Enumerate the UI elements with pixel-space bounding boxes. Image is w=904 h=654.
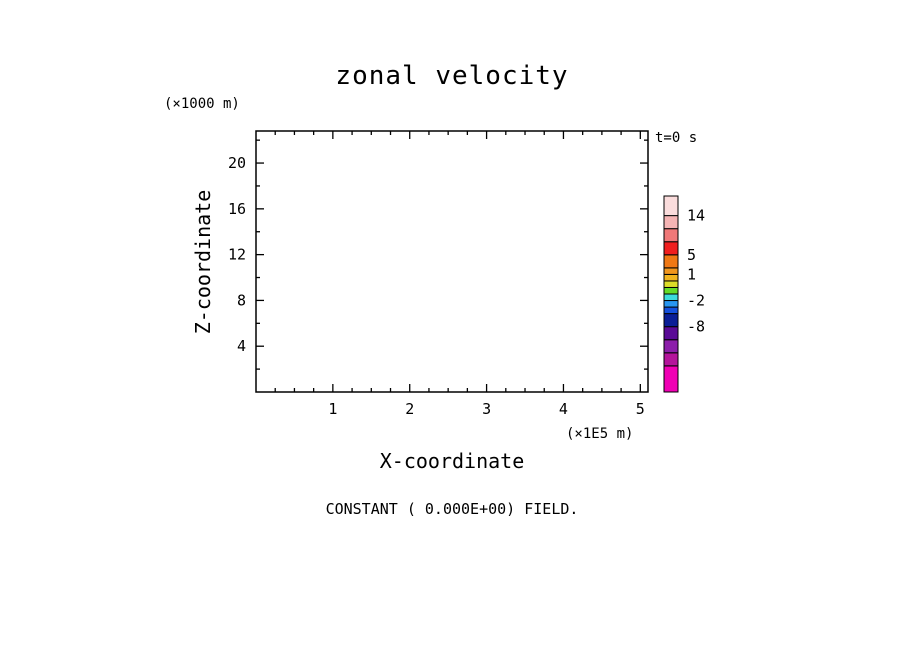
colorbar-segment xyxy=(663,306,679,315)
colorbar-segment xyxy=(663,228,679,243)
colorbar-segment xyxy=(663,215,679,230)
x-tick-label: 4 xyxy=(559,400,568,418)
colorbar-segment xyxy=(663,339,679,354)
colorbar-segment xyxy=(663,280,679,288)
colorbar-label: -8 xyxy=(687,318,705,336)
colorbar-segment xyxy=(663,365,679,393)
y-unit-label: (×1000 m) xyxy=(164,96,240,112)
colorbar-segment xyxy=(663,267,679,275)
chart-title: zonal velocity xyxy=(335,61,568,91)
colorbar-segment xyxy=(663,286,679,295)
x-axis-label: X-coordinate xyxy=(380,449,525,473)
colorbar-segment xyxy=(663,195,679,217)
field-message: CONSTANT ( 0.000E+00) FIELD. xyxy=(326,500,579,518)
colorbar-label: -2 xyxy=(687,292,705,310)
x-tick-label: 5 xyxy=(636,400,645,418)
colorbar-segment xyxy=(663,352,679,367)
x-tick-label: 1 xyxy=(328,400,337,418)
y-tick-label: 12 xyxy=(228,246,246,264)
y-axis-label: Z-coordinate xyxy=(191,190,215,335)
colorbar-segment xyxy=(663,326,679,341)
y-tick-label: 20 xyxy=(228,154,246,172)
time-label: t=0 s xyxy=(655,130,697,146)
colorbar-label: 1 xyxy=(687,265,696,283)
x-unit-label: (×1E5 m) xyxy=(566,426,633,442)
x-tick-label: 3 xyxy=(482,400,491,418)
y-tick-label: 4 xyxy=(237,337,246,355)
y-tick-label: 16 xyxy=(228,200,246,218)
colorbar-label: 5 xyxy=(687,246,696,264)
colorbar-segment xyxy=(663,293,679,302)
x-tick-label: 2 xyxy=(405,400,414,418)
colorbar-segment xyxy=(663,313,679,328)
plot-area xyxy=(255,130,649,393)
colorbar-segment xyxy=(663,254,679,269)
colorbar-segment xyxy=(663,241,679,256)
colorbar-segment xyxy=(663,300,679,308)
colorbar-segment xyxy=(663,273,679,282)
colorbar: -8 -2 15 14 xyxy=(663,195,705,393)
y-tick-label: 8 xyxy=(237,291,246,309)
colorbar-label: 14 xyxy=(687,207,705,225)
